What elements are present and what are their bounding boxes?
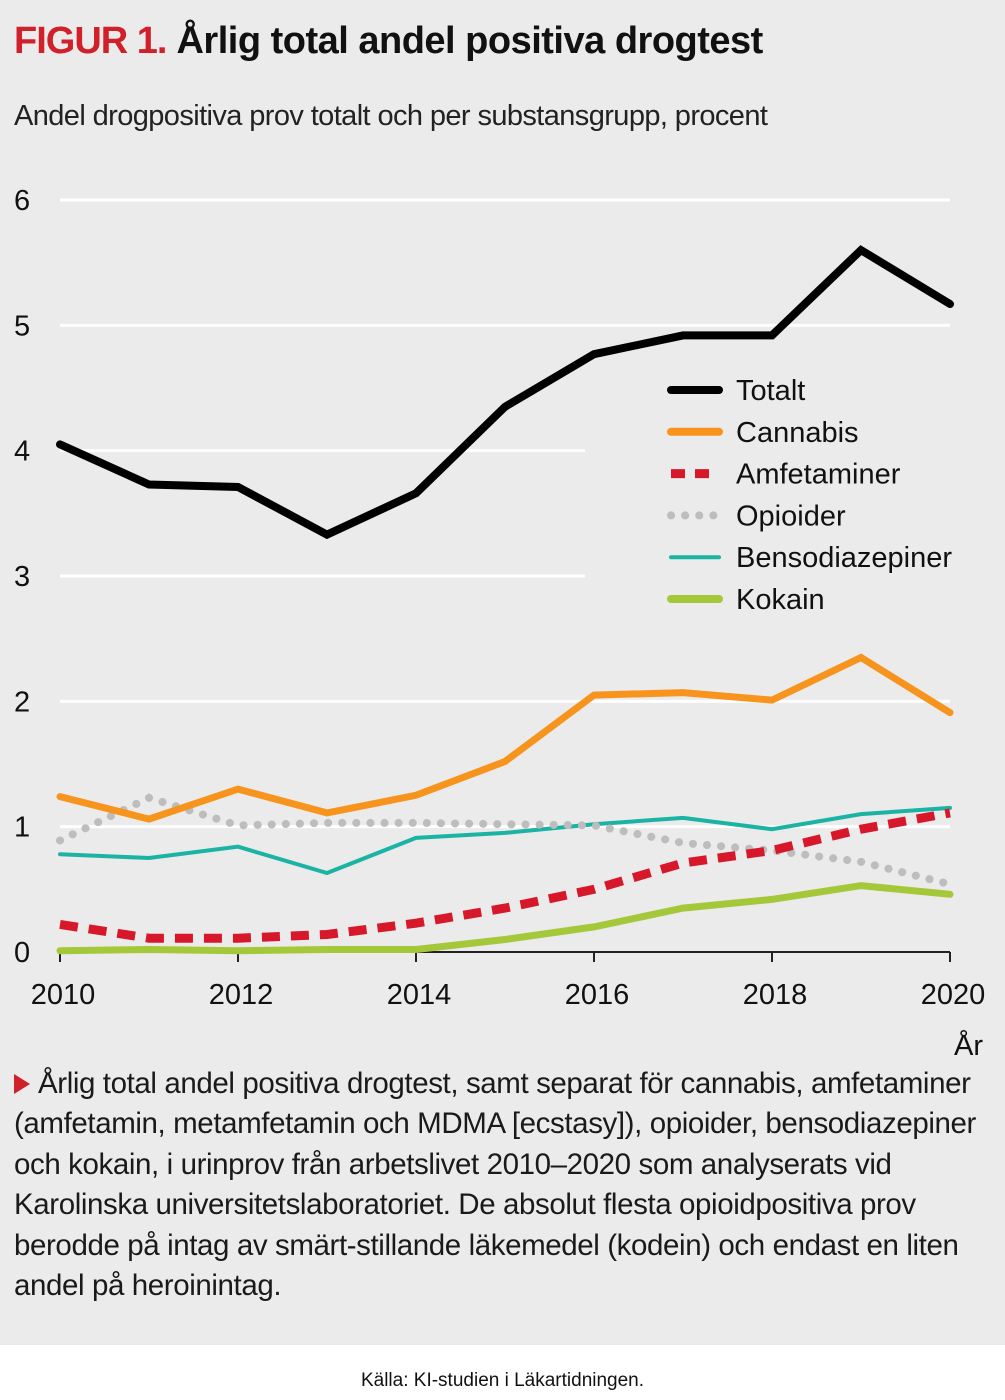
figure-caption: Årlig total andel positiva drogtest, sam… bbox=[14, 1064, 999, 1306]
y-tick-label: 4 bbox=[14, 436, 30, 468]
line-chart: 0 1 2 3 4 5 6 2010 2012 2014 2016 2018 2020 År Totalt… bbox=[14, 185, 985, 1060]
y-tick-label: 1 bbox=[14, 812, 30, 844]
series-lines bbox=[56, 245, 954, 955]
legend-label-opioider: Opioider bbox=[736, 500, 846, 532]
series-line-opioider bbox=[56, 793, 954, 889]
series-line-bensodiazepiner bbox=[58, 805, 952, 876]
x-tick-label: 2018 bbox=[743, 979, 808, 1011]
series-line-totalt bbox=[56, 245, 954, 540]
figure-label: FIGUR 1. bbox=[14, 20, 167, 62]
caption-arrow-icon bbox=[14, 1074, 30, 1094]
series-line-kokain bbox=[56, 882, 954, 955]
figure-title: FIGUR 1. Årlig total andel positiva drogt… bbox=[14, 20, 763, 63]
y-tick-label: 2 bbox=[14, 686, 30, 718]
legend-label-kokain: Kokain bbox=[736, 584, 825, 616]
legend-label-cannabis: Cannabis bbox=[736, 417, 859, 449]
series-line-cannabis bbox=[56, 653, 954, 823]
figure-subtitle: Andel drogpositiva prov totalt och per s… bbox=[14, 100, 768, 132]
x-tick-label: 2020 bbox=[921, 979, 986, 1011]
legend-label-bensodiazepiner: Bensodiazepiner bbox=[736, 542, 952, 574]
x-tick-label: 2016 bbox=[565, 979, 630, 1011]
x-axis-label: År bbox=[954, 1029, 983, 1060]
figure-title-text: Årlig total andel positiva drogtest bbox=[176, 20, 763, 62]
grid-lines bbox=[60, 198, 950, 829]
y-tick-label: 0 bbox=[14, 937, 30, 969]
source-note: Källa: KI-studien i Läkartidningen. bbox=[360, 1370, 645, 1391]
x-tick-label: 2012 bbox=[209, 979, 274, 1011]
caption-text: Årlig total andel positiva drogtest, sam… bbox=[14, 1067, 976, 1303]
x-tick-label: 2010 bbox=[31, 979, 96, 1011]
figure-card: FIGUR 1. Årlig total andel positiva drogt… bbox=[0, 0, 1005, 1345]
series-line-amfetaminer bbox=[59, 808, 951, 943]
x-tick-label: 2014 bbox=[387, 979, 452, 1011]
legend-label-totalt: Totalt bbox=[736, 375, 805, 407]
legend: Totalt Cannabis Amfetaminer Opioider Bensodi… bbox=[667, 375, 952, 616]
y-tick-label: 6 bbox=[14, 185, 30, 217]
legend-label-amfetaminer: Amfetaminer bbox=[736, 459, 901, 491]
y-tick-label: 5 bbox=[14, 310, 30, 342]
axes: 0 1 2 3 4 5 6 2010 2012 2014 2016 2018 2020 År bbox=[14, 185, 985, 1060]
y-tick-label: 3 bbox=[14, 561, 30, 593]
